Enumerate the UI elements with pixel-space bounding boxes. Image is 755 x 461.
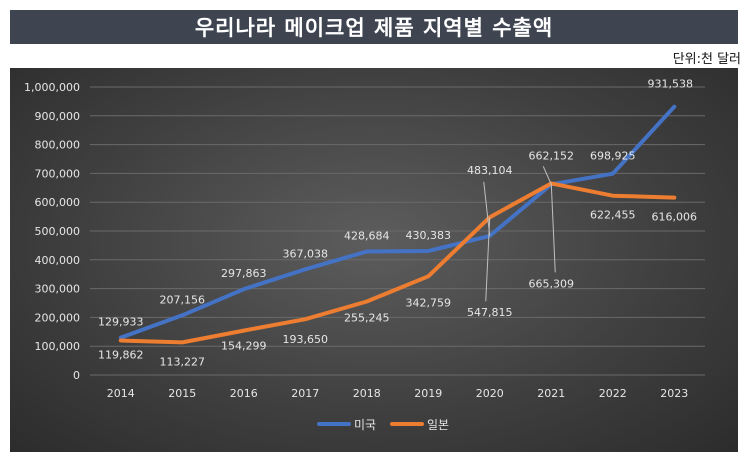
leader-lines [483,166,556,302]
leader-line [485,217,491,302]
data-label: 665,309 [529,277,575,290]
data-label: 622,455 [590,209,636,222]
chart-title: 우리나라 메이크업 제품 지역별 수출액 [10,10,738,44]
x-tick-label: 2019 [414,387,442,400]
series-line-jp [118,181,677,345]
y-tick-label: 500,000 [35,225,81,238]
series-lines [118,104,677,345]
leader-line [550,183,556,273]
y-axis-ticks: 0 100,000 200,000 300,000 400,000 500,000 600,… [24,81,80,382]
data-label: 662,152 [529,149,575,162]
data-label: 342,759 [406,296,452,309]
data-label: 119,862 [98,348,144,361]
line-chart: 0 100,000 200,000 300,000 400,000 500,000 600,… [24,78,705,432]
data-label: 207,156 [160,293,206,306]
y-tick-label: 900,000 [35,110,81,123]
unit-label: 단위:천 달러 [672,52,741,67]
legend-label: 미국 [354,418,376,432]
chart-area: 0 100,000 200,000 300,000 400,000 500,000 600,… [10,68,738,452]
x-tick-label: 2020 [476,387,504,400]
x-tick-label: 2023 [660,387,688,400]
x-tick-label: 2022 [599,387,627,400]
y-tick-label: 800,000 [35,139,81,152]
data-label: 547,815 [467,306,513,319]
data-label: 129,933 [98,316,144,329]
y-tick-label: 300,000 [35,283,81,296]
y-tick-label: 1,000,000 [24,81,80,94]
data-label: 297,863 [221,267,267,280]
y-tick-label: 600,000 [35,196,81,209]
y-tick-label: 700,000 [35,167,81,180]
y-tick-label: 400,000 [35,254,81,267]
data-label: 255,245 [344,311,390,324]
gridlines [90,86,705,376]
leader-line [483,181,491,236]
x-tick-label: 2017 [291,387,319,400]
data-label: 698,925 [590,150,636,163]
legend-label: 일본 [427,418,449,432]
x-tick-label: 2021 [537,387,565,400]
x-tick-label: 2016 [230,387,258,400]
series-line-us [118,104,677,340]
data-label: 483,104 [467,164,513,177]
x-tick-label: 2018 [353,387,381,400]
data-label: 113,227 [160,355,206,368]
data-label: 616,006 [652,211,698,224]
y-tick-label: 0 [73,369,80,382]
data-label: 367,038 [283,247,329,260]
leader-line [542,166,552,185]
y-tick-label: 200,000 [35,311,81,324]
data-label: 931,538 [648,78,694,91]
x-axis-ticks: 2014 2015 2016 2017 2018 2019 2020 2021 2022 2023 [107,387,689,400]
data-label: 154,299 [221,340,267,353]
data-label: 193,650 [283,333,329,346]
x-tick-label: 2014 [107,387,135,400]
legend: 미국 일본 [317,418,449,432]
data-labels: 129,933 207,156 297,863 367,038 428,684 430,3… [98,78,697,369]
x-tick-label: 2015 [168,387,196,400]
chart-title-text: 우리나라 메이크업 제품 지역별 수출액 [194,16,554,40]
y-tick-label: 100,000 [35,340,81,353]
data-label: 428,684 [344,230,390,243]
data-label: 430,383 [406,229,452,242]
